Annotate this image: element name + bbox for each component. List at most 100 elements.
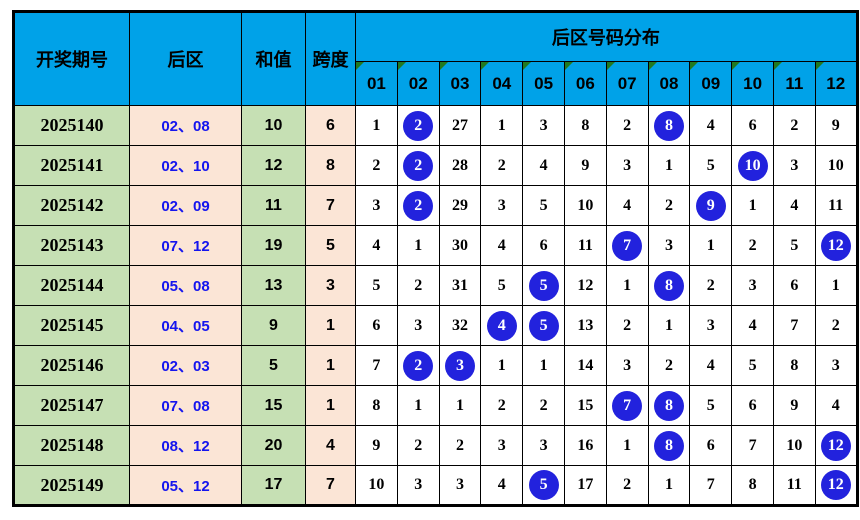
distribution-cell: 2	[355, 145, 398, 186]
distribution-cell: 4	[814, 385, 858, 426]
distribution-cell: 4	[480, 305, 524, 346]
lottery-ball: 2	[403, 110, 434, 141]
distribution-cell: 3	[605, 145, 649, 186]
distribution-cell: 10	[355, 465, 398, 506]
back-zone-cell: 02、03	[129, 345, 242, 386]
distribution-cell: 2	[814, 305, 858, 346]
span-cell: 7	[305, 465, 356, 506]
back-zone-distribution-table: 开奖期号 后区 和值 跨度 后区号码分布 01 02 03 04 05 06 07 08 09 1…	[12, 10, 859, 507]
distribution-cell: 12	[814, 225, 858, 266]
span-cell: 6	[305, 105, 356, 146]
lottery-ball: 9	[695, 190, 726, 221]
distribution-cell: 3	[689, 305, 733, 346]
distribution-cell: 7	[731, 425, 774, 466]
distribution-cell: 3	[396, 305, 440, 346]
distribution-cell: 10	[731, 145, 774, 186]
back-zone-cell: 07、08	[129, 385, 242, 426]
distribution-cell: 12	[814, 425, 858, 466]
distribution-cell: 3	[814, 345, 858, 386]
header-distribution-title: 后区号码分布	[355, 11, 858, 62]
distribution-cell: 11	[814, 185, 858, 226]
lottery-ball: 8	[653, 270, 684, 301]
table-row: 2025141 02、10 12 8 2 2 28 2 4 9 3 1 5 10 3 10	[13, 145, 858, 186]
back-zone-cell: 02、08	[129, 105, 242, 146]
back-zone-cell: 04、05	[129, 305, 242, 346]
distribution-cell: 5	[689, 385, 733, 426]
distribution-cell: 2	[438, 425, 482, 466]
distribution-cell: 10	[814, 145, 858, 186]
distribution-cell: 3	[605, 345, 649, 386]
distribution-cell: 2	[522, 385, 565, 426]
distribution-cell: 6	[522, 225, 565, 266]
distribution-cell: 2	[689, 265, 733, 306]
distribution-cell: 2	[396, 265, 440, 306]
header-col-02: 02	[396, 61, 440, 106]
span-cell: 7	[305, 185, 356, 226]
header-row-numbers: 01 02 03 04 05 06 07 08 09 10 11 12	[14, 61, 858, 106]
distribution-cell: 8	[647, 265, 691, 306]
distribution-cell: 30	[438, 225, 482, 266]
sum-cell: 11	[241, 185, 306, 226]
distribution-cell: 2	[605, 465, 649, 506]
distribution-cell: 1	[647, 465, 691, 506]
distribution-cell: 2	[772, 105, 816, 146]
lottery-ball: 8	[653, 110, 684, 141]
period-cell: 2025140	[13, 105, 130, 146]
period-cell: 2025146	[13, 345, 130, 386]
distribution-cell: 5	[772, 225, 816, 266]
distribution-cell: 5	[522, 185, 565, 226]
distribution-cell: 4	[772, 185, 816, 226]
distribution-cell: 2	[605, 105, 649, 146]
sum-cell: 10	[241, 105, 306, 146]
distribution-cell: 1	[522, 345, 565, 386]
header-col-01: 01	[355, 61, 398, 106]
distribution-cell: 16	[563, 425, 607, 466]
distribution-cell: 28	[438, 145, 482, 186]
lottery-ball: 7	[612, 230, 643, 261]
distribution-cell: 5	[480, 265, 524, 306]
table-row: 2025143 07、12 19 5 4 1 30 4 6 11 7 3 1 2 5 12	[13, 225, 858, 266]
period-cell: 2025149	[13, 465, 130, 506]
span-cell: 1	[305, 305, 356, 346]
header-col-09: 09	[689, 61, 733, 106]
distribution-cell: 7	[605, 225, 649, 266]
table-row: 2025147 07、08 15 1 8 1 1 2 2 15 7 8 5 6 9 4	[13, 385, 858, 426]
lottery-ball: 12	[820, 430, 851, 461]
distribution-cell: 7	[355, 345, 398, 386]
distribution-cell: 5	[522, 465, 565, 506]
lottery-ball: 12	[820, 230, 851, 261]
sum-cell: 13	[241, 265, 306, 306]
distribution-cell: 1	[689, 225, 733, 266]
lottery-ball: 4	[486, 310, 517, 341]
distribution-cell: 2	[647, 345, 691, 386]
back-zone-cell: 05、08	[129, 265, 242, 306]
distribution-cell: 2	[647, 185, 691, 226]
distribution-cell: 31	[438, 265, 482, 306]
distribution-cell: 32	[438, 305, 482, 346]
header-col-10: 10	[731, 61, 774, 106]
distribution-cell: 1	[814, 265, 858, 306]
distribution-cell: 2	[480, 385, 524, 426]
distribution-cell: 2	[396, 145, 440, 186]
header-col-05: 05	[522, 61, 565, 106]
distribution-cell: 7	[605, 385, 649, 426]
distribution-cell: 11	[563, 225, 607, 266]
span-cell: 1	[305, 345, 356, 386]
period-cell: 2025141	[13, 145, 130, 186]
distribution-cell: 3	[772, 145, 816, 186]
lottery-ball: 5	[528, 470, 559, 500]
distribution-cell: 4	[689, 105, 733, 146]
distribution-cell: 1	[396, 385, 440, 426]
header-col-12: 12	[814, 61, 858, 106]
distribution-cell: 11	[772, 465, 816, 506]
lottery-ball: 8	[653, 430, 684, 461]
span-cell: 8	[305, 145, 356, 186]
distribution-cell: 4	[480, 225, 524, 266]
lottery-ball: 2	[403, 350, 434, 381]
lottery-ball: 7	[612, 390, 643, 421]
lottery-ball: 5	[528, 310, 559, 341]
distribution-cell: 6	[689, 425, 733, 466]
header-sum: 和值	[241, 11, 306, 106]
distribution-cell: 10	[563, 185, 607, 226]
